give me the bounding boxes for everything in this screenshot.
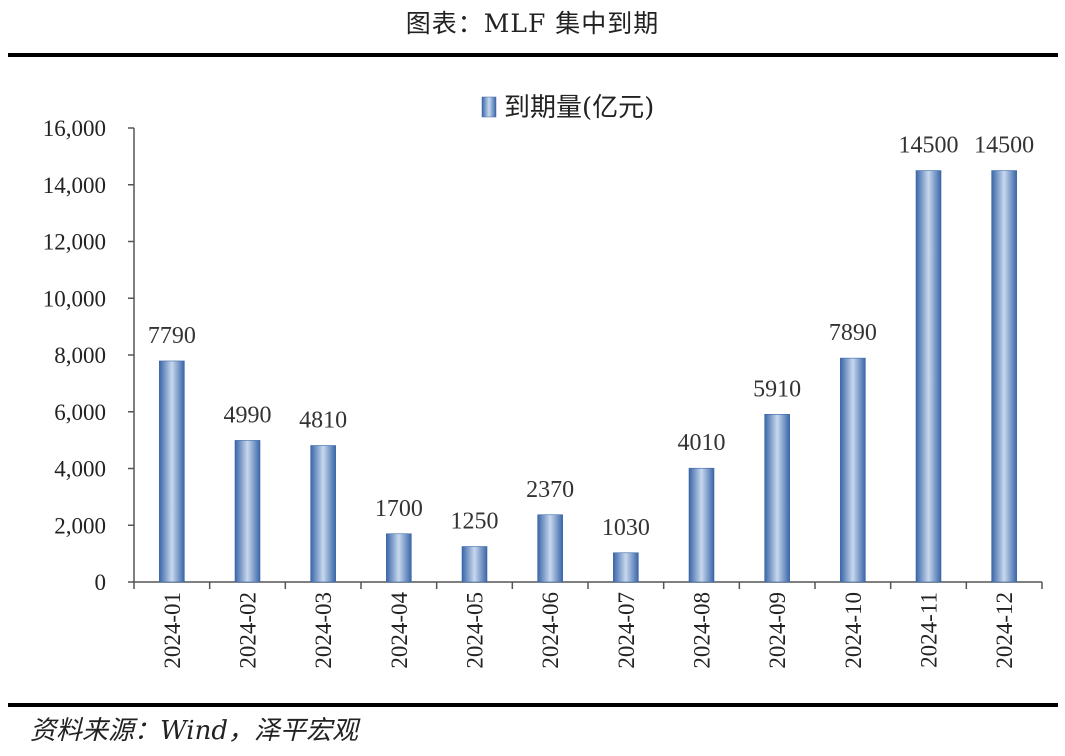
x-tick-label: 2024-04 <box>387 592 412 669</box>
data-label: 5910 <box>753 376 801 402</box>
data-label: 4990 <box>224 402 272 428</box>
bar <box>159 360 185 583</box>
y-tick-label: 6,000 <box>54 400 106 425</box>
bar <box>537 514 563 583</box>
x-tick-label: 2024-08 <box>690 592 715 669</box>
x-tick-label: 2024-05 <box>463 592 488 669</box>
data-label: 7890 <box>829 320 877 346</box>
y-tick-label: 14,000 <box>43 173 106 198</box>
data-label: 4010 <box>678 430 726 456</box>
data-label: 14500 <box>899 133 959 159</box>
data-label: 1030 <box>602 515 650 541</box>
bar <box>840 357 866 583</box>
x-tick-label: 2024-12 <box>992 592 1017 669</box>
bar <box>310 445 336 583</box>
legend-label: 到期量(亿元) <box>504 93 654 123</box>
y-tick-label: 8,000 <box>54 343 106 368</box>
y-tick-label: 0 <box>95 570 107 595</box>
x-tick-label: 2024-07 <box>614 592 639 669</box>
x-tick-label: 2024-06 <box>538 592 563 669</box>
bar <box>764 414 790 583</box>
x-tick-label: 2024-09 <box>765 592 790 669</box>
y-tick-label: 4,000 <box>54 457 106 482</box>
bar <box>915 170 942 583</box>
bar <box>461 546 488 583</box>
legend-swatch <box>481 96 497 118</box>
data-label: 7790 <box>148 323 196 349</box>
source-note: 资料来源：Wind，泽平宏观 <box>30 716 358 746</box>
y-tick-label: 16,000 <box>43 116 106 141</box>
x-tick-label: 2024-03 <box>311 592 336 669</box>
y-tick-label: 2,000 <box>54 513 106 538</box>
bar <box>991 170 1017 583</box>
data-label: 4810 <box>299 408 347 434</box>
y-tick-label: 12,000 <box>43 230 106 255</box>
data-label: 1250 <box>451 509 499 535</box>
bar <box>234 440 261 583</box>
y-tick-label: 10,000 <box>43 286 106 311</box>
data-label: 14500 <box>974 133 1034 159</box>
chart-legend: 到期量(亿元) <box>481 93 654 123</box>
chart-caption: 图表：MLF 集中到期 <box>405 9 660 38</box>
bar <box>613 552 639 583</box>
x-tick-label: 2024-10 <box>841 592 866 669</box>
bar <box>386 533 412 583</box>
x-tick-label: 2024-01 <box>160 592 185 669</box>
data-label: 1700 <box>375 496 423 522</box>
data-label: 2370 <box>526 477 574 503</box>
bottom-rule <box>8 703 1058 707</box>
x-tick-label: 2024-11 <box>917 592 942 668</box>
bar <box>688 467 715 583</box>
x-tick-label: 2024-02 <box>236 592 261 669</box>
top-rule <box>8 53 1058 57</box>
